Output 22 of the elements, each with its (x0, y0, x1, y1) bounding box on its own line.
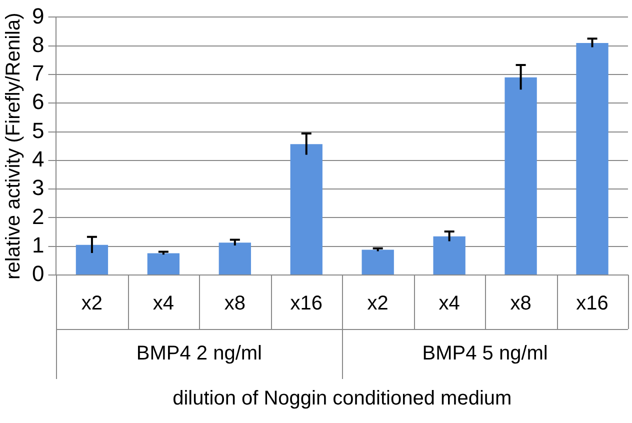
x-tick-label: x2 (81, 292, 103, 315)
x-axis-title: dilution of Noggin conditioned medium (172, 388, 512, 410)
text: BMP4 5 ng/ml (422, 342, 548, 365)
y-tick-label: 9 (32, 3, 44, 28)
x-tick-label: x16 (576, 292, 608, 315)
y-tick-label: 3 (32, 175, 44, 200)
x-tick-label: x16 (290, 292, 323, 315)
x-tick-label: x8 (224, 292, 246, 315)
y-tick-label: 5 (32, 118, 44, 143)
y-tick-label: 1 (32, 232, 44, 258)
y-tick-label: 7 (32, 60, 44, 86)
y-tick-label: 0 (32, 261, 44, 286)
y-tick-label: 4 (32, 146, 44, 172)
y-tick-label: 6 (32, 89, 44, 114)
y-tick-label: 2 (32, 204, 44, 229)
x-tick-label: x8 (510, 292, 532, 315)
text: BMP4 2 ng/ml (136, 342, 262, 365)
x-tick-label: x4 (152, 292, 174, 315)
x-tick-label: x2 (367, 292, 388, 315)
y-tick-label: 8 (32, 32, 44, 57)
x-tick-label: x4 (438, 292, 460, 315)
y-axis-title: relative activity (Firefly/Renila) (2, 12, 25, 280)
